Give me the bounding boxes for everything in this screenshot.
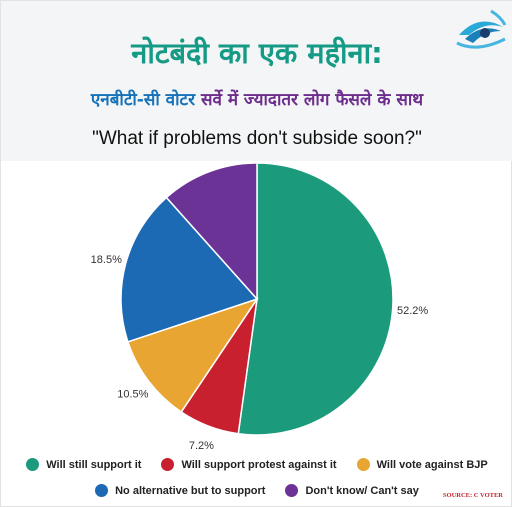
subtitle-source-name: एनबीटी-सी वोटर xyxy=(90,90,196,110)
legend-item-no-alternative: No alternative but to support xyxy=(95,484,265,497)
pie-slice-will-still-support-it xyxy=(237,162,394,436)
legend-row-2: No alternative but to support Don't know… xyxy=(1,484,512,497)
legend-label: Don't know/ Can't say xyxy=(305,484,419,497)
pie-value-label: 52.2% xyxy=(397,305,428,317)
legend-label: Will still support it xyxy=(46,458,142,471)
legend-label: No alternative but to support xyxy=(115,484,266,497)
pie-value-label: 7.2% xyxy=(189,440,214,451)
page-subtitle: एनबीटी-सी वोटर सर्वे में ज्यादातर लोग फै… xyxy=(1,87,512,110)
pie-slice-no-alternative-but-to-support xyxy=(120,196,259,343)
legend-swatch xyxy=(161,458,175,471)
pie-value-label: 10.5% xyxy=(117,388,148,400)
chart-question: "What if problems don't subside soon?" xyxy=(92,128,422,149)
legend-swatch xyxy=(285,484,299,497)
pie-slices xyxy=(120,162,394,436)
pie-value-label: 18.5% xyxy=(91,254,122,266)
legend-item-dont-know: Don't know/ Can't say xyxy=(285,484,419,497)
pie-chart: 52.2%7.2%10.5%18.5%11.6% xyxy=(91,162,429,451)
pie-slice-don-t-know-can-t-say xyxy=(165,162,258,301)
legend-item-support-protest: Will support protest against it xyxy=(161,458,337,471)
header-band xyxy=(1,1,512,161)
legend-swatch xyxy=(356,458,370,471)
legend-item-vote-against: Will vote against BJP xyxy=(356,458,488,471)
legend-item-still-support: Will still support it xyxy=(26,458,141,471)
pie-slice-will-vote-against-bjp xyxy=(126,297,259,414)
subtitle-finding: सर्वे में ज्यादातर लोग फैसले के साथ xyxy=(200,90,424,110)
legend-label: Will vote against BJP xyxy=(376,458,488,471)
page-title: नोटबंदी का एक महीना: xyxy=(131,36,383,70)
legend-row-1: Will still support it Will support prote… xyxy=(1,458,512,471)
legend-swatch xyxy=(95,484,109,497)
legend-swatch xyxy=(26,458,40,471)
pie-value-labels: 52.2%7.2%10.5%18.5%11.6% xyxy=(91,254,429,451)
source-credit: SOURCE: C VOTER xyxy=(442,492,503,499)
legend-label: Will support protest against it xyxy=(181,458,337,471)
eye-logo-icon xyxy=(456,9,507,49)
